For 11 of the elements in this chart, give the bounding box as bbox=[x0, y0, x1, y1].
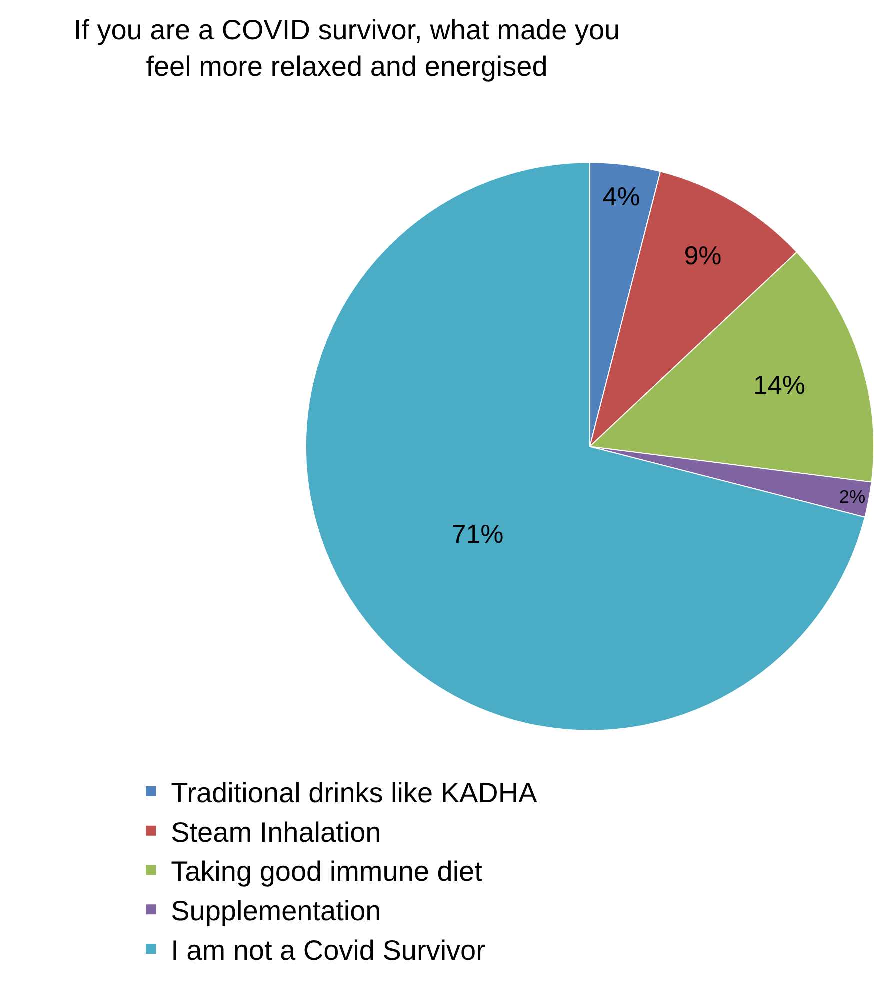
data-label: 2% bbox=[839, 487, 866, 508]
legend-label: I am not a Covid Survivor bbox=[171, 934, 486, 966]
data-label: 71% bbox=[452, 518, 504, 549]
legend-label: Supplementation bbox=[171, 896, 382, 927]
legend-label: Steam Inhalation bbox=[171, 816, 382, 848]
data-label: 4% bbox=[602, 181, 640, 212]
legend-label: Traditional drinks like KADHA bbox=[171, 777, 538, 808]
data-label: 9% bbox=[684, 240, 722, 271]
chart-title: If you are a COVID survivor, what made you feel more relaxed and energised bbox=[74, 14, 620, 82]
data-label: 14% bbox=[753, 370, 806, 400]
legend-label: Taking good immune diet bbox=[171, 856, 483, 888]
